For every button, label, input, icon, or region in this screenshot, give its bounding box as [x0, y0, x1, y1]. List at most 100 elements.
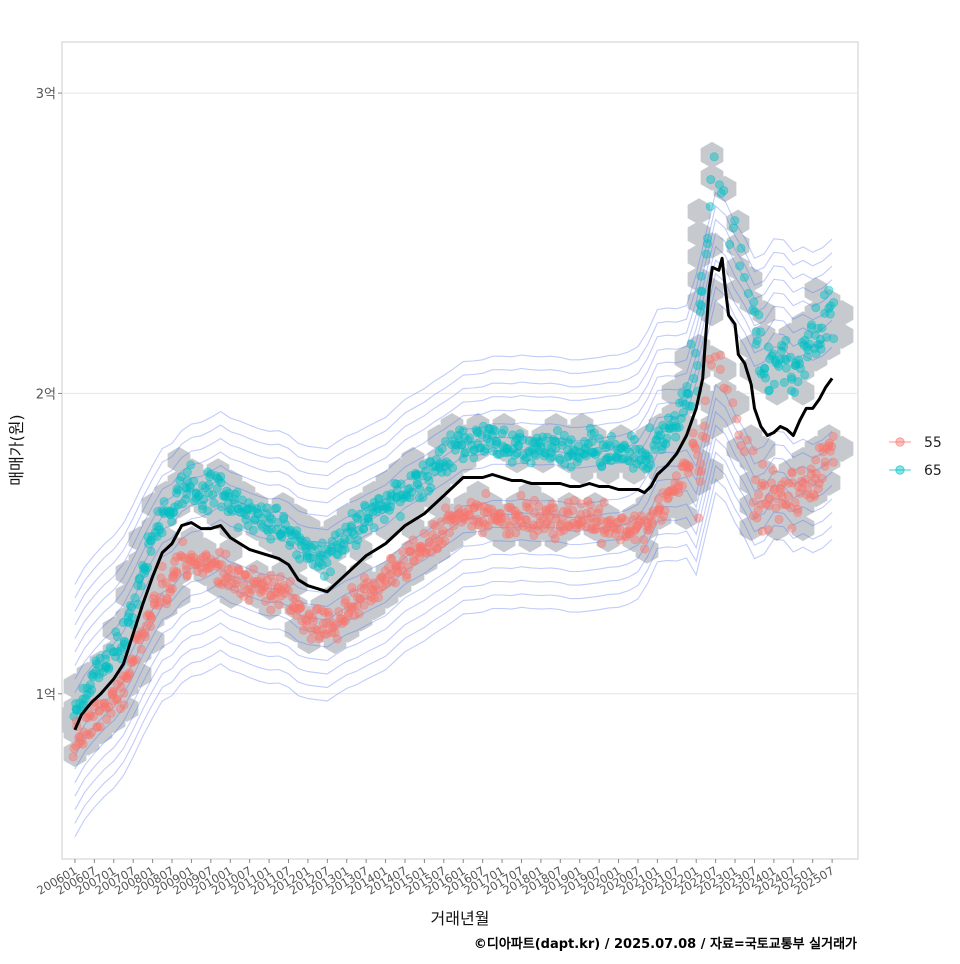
legend-label: 65 [924, 463, 942, 479]
point-65 [507, 457, 517, 467]
point-65 [448, 463, 458, 473]
point-55 [630, 511, 640, 521]
point-65 [547, 451, 557, 461]
point-55 [828, 431, 838, 441]
hexbin-cell [752, 345, 776, 372]
point-65 [564, 437, 574, 447]
point-65 [764, 385, 774, 395]
point-55 [820, 457, 830, 467]
point-65 [566, 435, 576, 445]
point-65 [208, 490, 218, 500]
point-55 [787, 523, 797, 533]
point-55 [644, 524, 654, 534]
point-65 [529, 449, 539, 459]
point-55 [343, 610, 353, 620]
density-contour [74, 478, 833, 824]
point-55 [706, 360, 716, 370]
point-65 [813, 340, 823, 350]
point-55 [763, 525, 773, 535]
hexbin-cell [284, 571, 308, 598]
point-65 [341, 522, 351, 532]
point-65 [317, 538, 327, 548]
point-65 [772, 359, 782, 369]
point-55 [521, 514, 531, 524]
hexbin-cell [791, 514, 815, 542]
point-55 [480, 520, 490, 530]
point-65 [256, 502, 266, 512]
point-65 [661, 439, 671, 449]
point-55 [647, 519, 657, 529]
point-65 [490, 426, 500, 436]
point-65 [209, 498, 219, 508]
point-65 [406, 471, 416, 481]
point-55 [93, 722, 103, 732]
point-55 [262, 575, 272, 585]
point-55 [556, 526, 566, 536]
hexbin-cell [752, 367, 776, 395]
point-55 [691, 444, 701, 454]
point-55 [324, 611, 334, 621]
point-55 [207, 558, 217, 568]
point-65 [101, 649, 111, 659]
point-65 [817, 323, 827, 333]
point-55 [332, 634, 342, 644]
point-55 [283, 585, 293, 595]
point-55 [338, 616, 348, 626]
point-55 [341, 595, 351, 605]
point-65 [739, 272, 749, 282]
point-55 [244, 595, 254, 605]
point-55 [677, 481, 687, 491]
point-55 [693, 513, 703, 523]
point-65 [248, 525, 258, 535]
point-65 [384, 505, 394, 515]
point-65 [87, 685, 97, 695]
point-55 [182, 570, 192, 580]
point-55 [359, 572, 369, 582]
point-55 [715, 364, 725, 374]
point-65 [386, 502, 396, 512]
point-55 [732, 414, 742, 424]
point-55 [78, 739, 88, 749]
point-55 [777, 499, 787, 509]
point-55 [591, 524, 601, 534]
point-55 [699, 421, 709, 431]
point-65 [364, 517, 374, 527]
point-65 [82, 683, 92, 693]
point-65 [543, 432, 553, 442]
density-contour [74, 464, 833, 810]
point-65 [79, 699, 89, 709]
point-65 [781, 363, 791, 373]
point-55 [106, 708, 116, 718]
point-65 [752, 335, 762, 345]
point-65 [735, 261, 745, 271]
point-55 [201, 549, 211, 559]
point-55 [568, 505, 578, 515]
point-65 [444, 459, 454, 469]
point-65 [780, 354, 790, 364]
point-55 [298, 625, 308, 635]
point-55 [417, 543, 427, 553]
point-65 [266, 525, 276, 535]
point-55 [807, 478, 817, 488]
point-65 [725, 240, 735, 250]
point-55 [422, 545, 432, 555]
point-65 [262, 524, 272, 534]
point-55 [315, 631, 325, 641]
legend: 55 65 [889, 435, 942, 479]
point-65 [482, 434, 492, 444]
point-65 [538, 432, 548, 442]
point-65 [473, 428, 483, 438]
hexbin-cell [128, 661, 152, 688]
point-55 [502, 529, 512, 539]
point-65 [143, 562, 153, 572]
point-65 [795, 359, 805, 369]
point-55 [68, 752, 78, 762]
point-65 [477, 430, 487, 440]
point-65 [821, 332, 831, 342]
point-55 [793, 507, 803, 517]
point-55 [615, 524, 625, 534]
point-65 [286, 537, 296, 547]
point-65 [276, 529, 286, 539]
point-55 [285, 576, 295, 586]
point-55 [186, 550, 196, 560]
